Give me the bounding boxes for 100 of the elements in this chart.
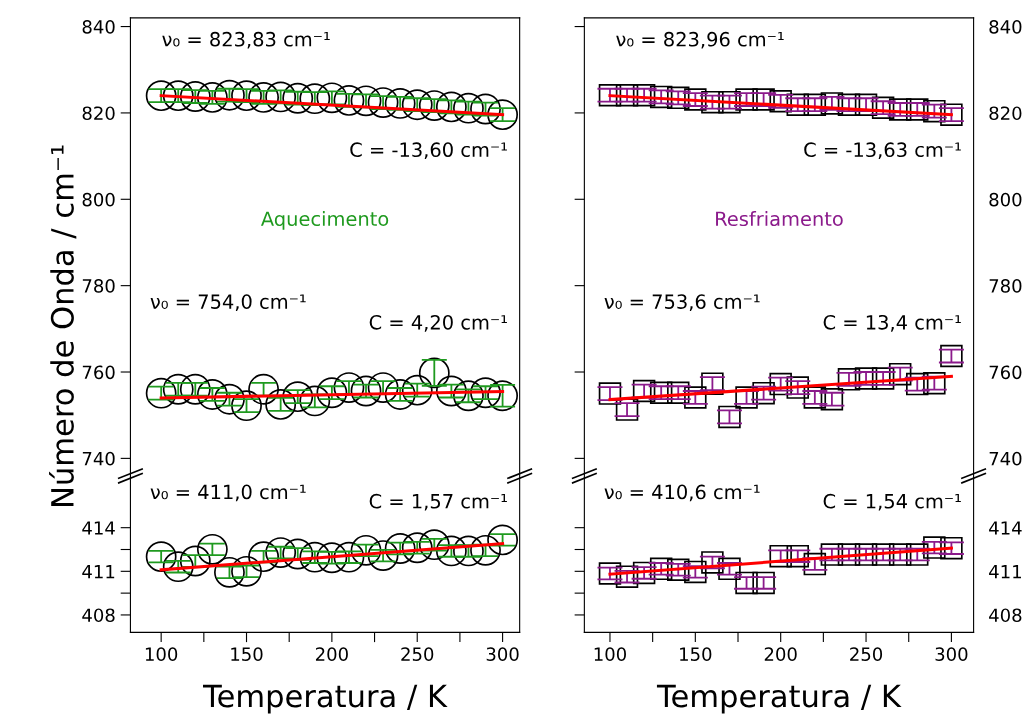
point: [667, 381, 690, 404]
point: [871, 96, 895, 119]
point: [265, 537, 297, 568]
point: [248, 81, 280, 113]
point: [401, 89, 433, 121]
point: [649, 557, 673, 581]
point: [350, 375, 382, 407]
y-tick-label: 840: [82, 20, 115, 34]
point: [718, 557, 741, 581]
point: [179, 81, 211, 112]
annotation: ν₀ = 411,0 cm⁻¹: [150, 484, 306, 502]
point: [453, 535, 484, 567]
point: [384, 379, 416, 410]
y-tick-label: 411: [82, 565, 115, 579]
point: [248, 541, 280, 573]
point: [470, 93, 501, 125]
x-tick-label: 250: [850, 647, 883, 661]
point: [350, 534, 382, 566]
point: [282, 381, 314, 413]
point: [598, 382, 622, 405]
y-axis-title: Número de Onda / cm⁻¹: [49, 145, 77, 506]
x-tick-label: 150: [231, 647, 263, 661]
x-tick-label: 200: [315, 647, 348, 661]
point: [282, 82, 314, 114]
y-tick-label: 740: [989, 451, 1022, 466]
point: [752, 381, 775, 405]
annotation: C = 1,57 cm⁻¹: [369, 493, 507, 511]
point: [888, 543, 912, 566]
y-tick-label: 411: [989, 565, 1021, 579]
point: [837, 368, 861, 391]
point: [487, 99, 519, 131]
point: [435, 535, 467, 567]
point: [453, 380, 484, 412]
y-tick-label: 780: [989, 279, 1022, 293]
point: [667, 86, 690, 110]
point: [214, 556, 245, 588]
annotation: Aquecimento: [260, 211, 389, 230]
point: [231, 390, 262, 422]
point: [418, 529, 450, 561]
point: [248, 373, 280, 405]
point: [145, 377, 177, 409]
y-tick-label: 414: [989, 521, 1022, 535]
point: [820, 92, 844, 115]
point: [906, 543, 929, 566]
point: [854, 543, 878, 566]
point: [752, 571, 775, 595]
point: [162, 551, 194, 583]
point: [350, 85, 382, 117]
y-tick-label: 820: [82, 106, 115, 121]
point: [214, 79, 245, 111]
point: [316, 542, 348, 574]
point: [384, 533, 416, 564]
annotation: C = 13,4 cm⁻¹: [823, 314, 961, 332]
point: [854, 367, 878, 390]
annotation: ν₀ = 753,6 cm⁻¹: [604, 294, 760, 311]
point: [333, 372, 365, 403]
point: [854, 93, 878, 116]
point: [701, 551, 724, 574]
point: [401, 374, 433, 406]
y-tick-label: 408: [82, 608, 115, 623]
annotation: Resfriamento: [716, 211, 843, 227]
annotation: C = -13,60 cm⁻¹: [350, 142, 507, 160]
point: [632, 561, 656, 585]
point: [470, 534, 501, 566]
y-tick-label: 408: [989, 608, 1022, 623]
y-tick-label: 414: [82, 521, 115, 535]
point: [435, 375, 467, 407]
annotation: C = 1,54 cm⁻¹: [823, 493, 961, 511]
y-tick-label: 800: [82, 192, 115, 207]
point: [299, 83, 331, 115]
point: [196, 533, 228, 565]
x-tick-label: 250: [401, 647, 434, 661]
y-tick-label: 760: [989, 365, 1022, 380]
y-tick-label: 800: [989, 192, 1022, 207]
point: [367, 540, 399, 572]
point: [435, 91, 467, 123]
point: [367, 372, 399, 403]
point: [316, 82, 348, 114]
point: [769, 544, 792, 568]
point: [837, 93, 861, 116]
point: [453, 92, 484, 124]
y-tick-label: 820: [989, 106, 1022, 121]
point: [299, 385, 331, 417]
point: [649, 85, 673, 109]
point: [196, 81, 228, 113]
point: [940, 103, 963, 126]
x-axis-title: Temperatura / K: [656, 684, 902, 714]
point: [871, 543, 895, 566]
point: [940, 536, 963, 560]
point: [786, 93, 810, 116]
point: [282, 538, 314, 570]
annotation: ν₀ = 823,83 cm⁻¹: [162, 31, 330, 49]
point: [837, 543, 861, 566]
point: [162, 80, 194, 112]
x-tick-label: 300: [486, 647, 519, 661]
point: [299, 541, 331, 573]
point: [145, 541, 177, 573]
point: [718, 405, 741, 429]
point: [667, 558, 690, 581]
point: [333, 541, 365, 573]
